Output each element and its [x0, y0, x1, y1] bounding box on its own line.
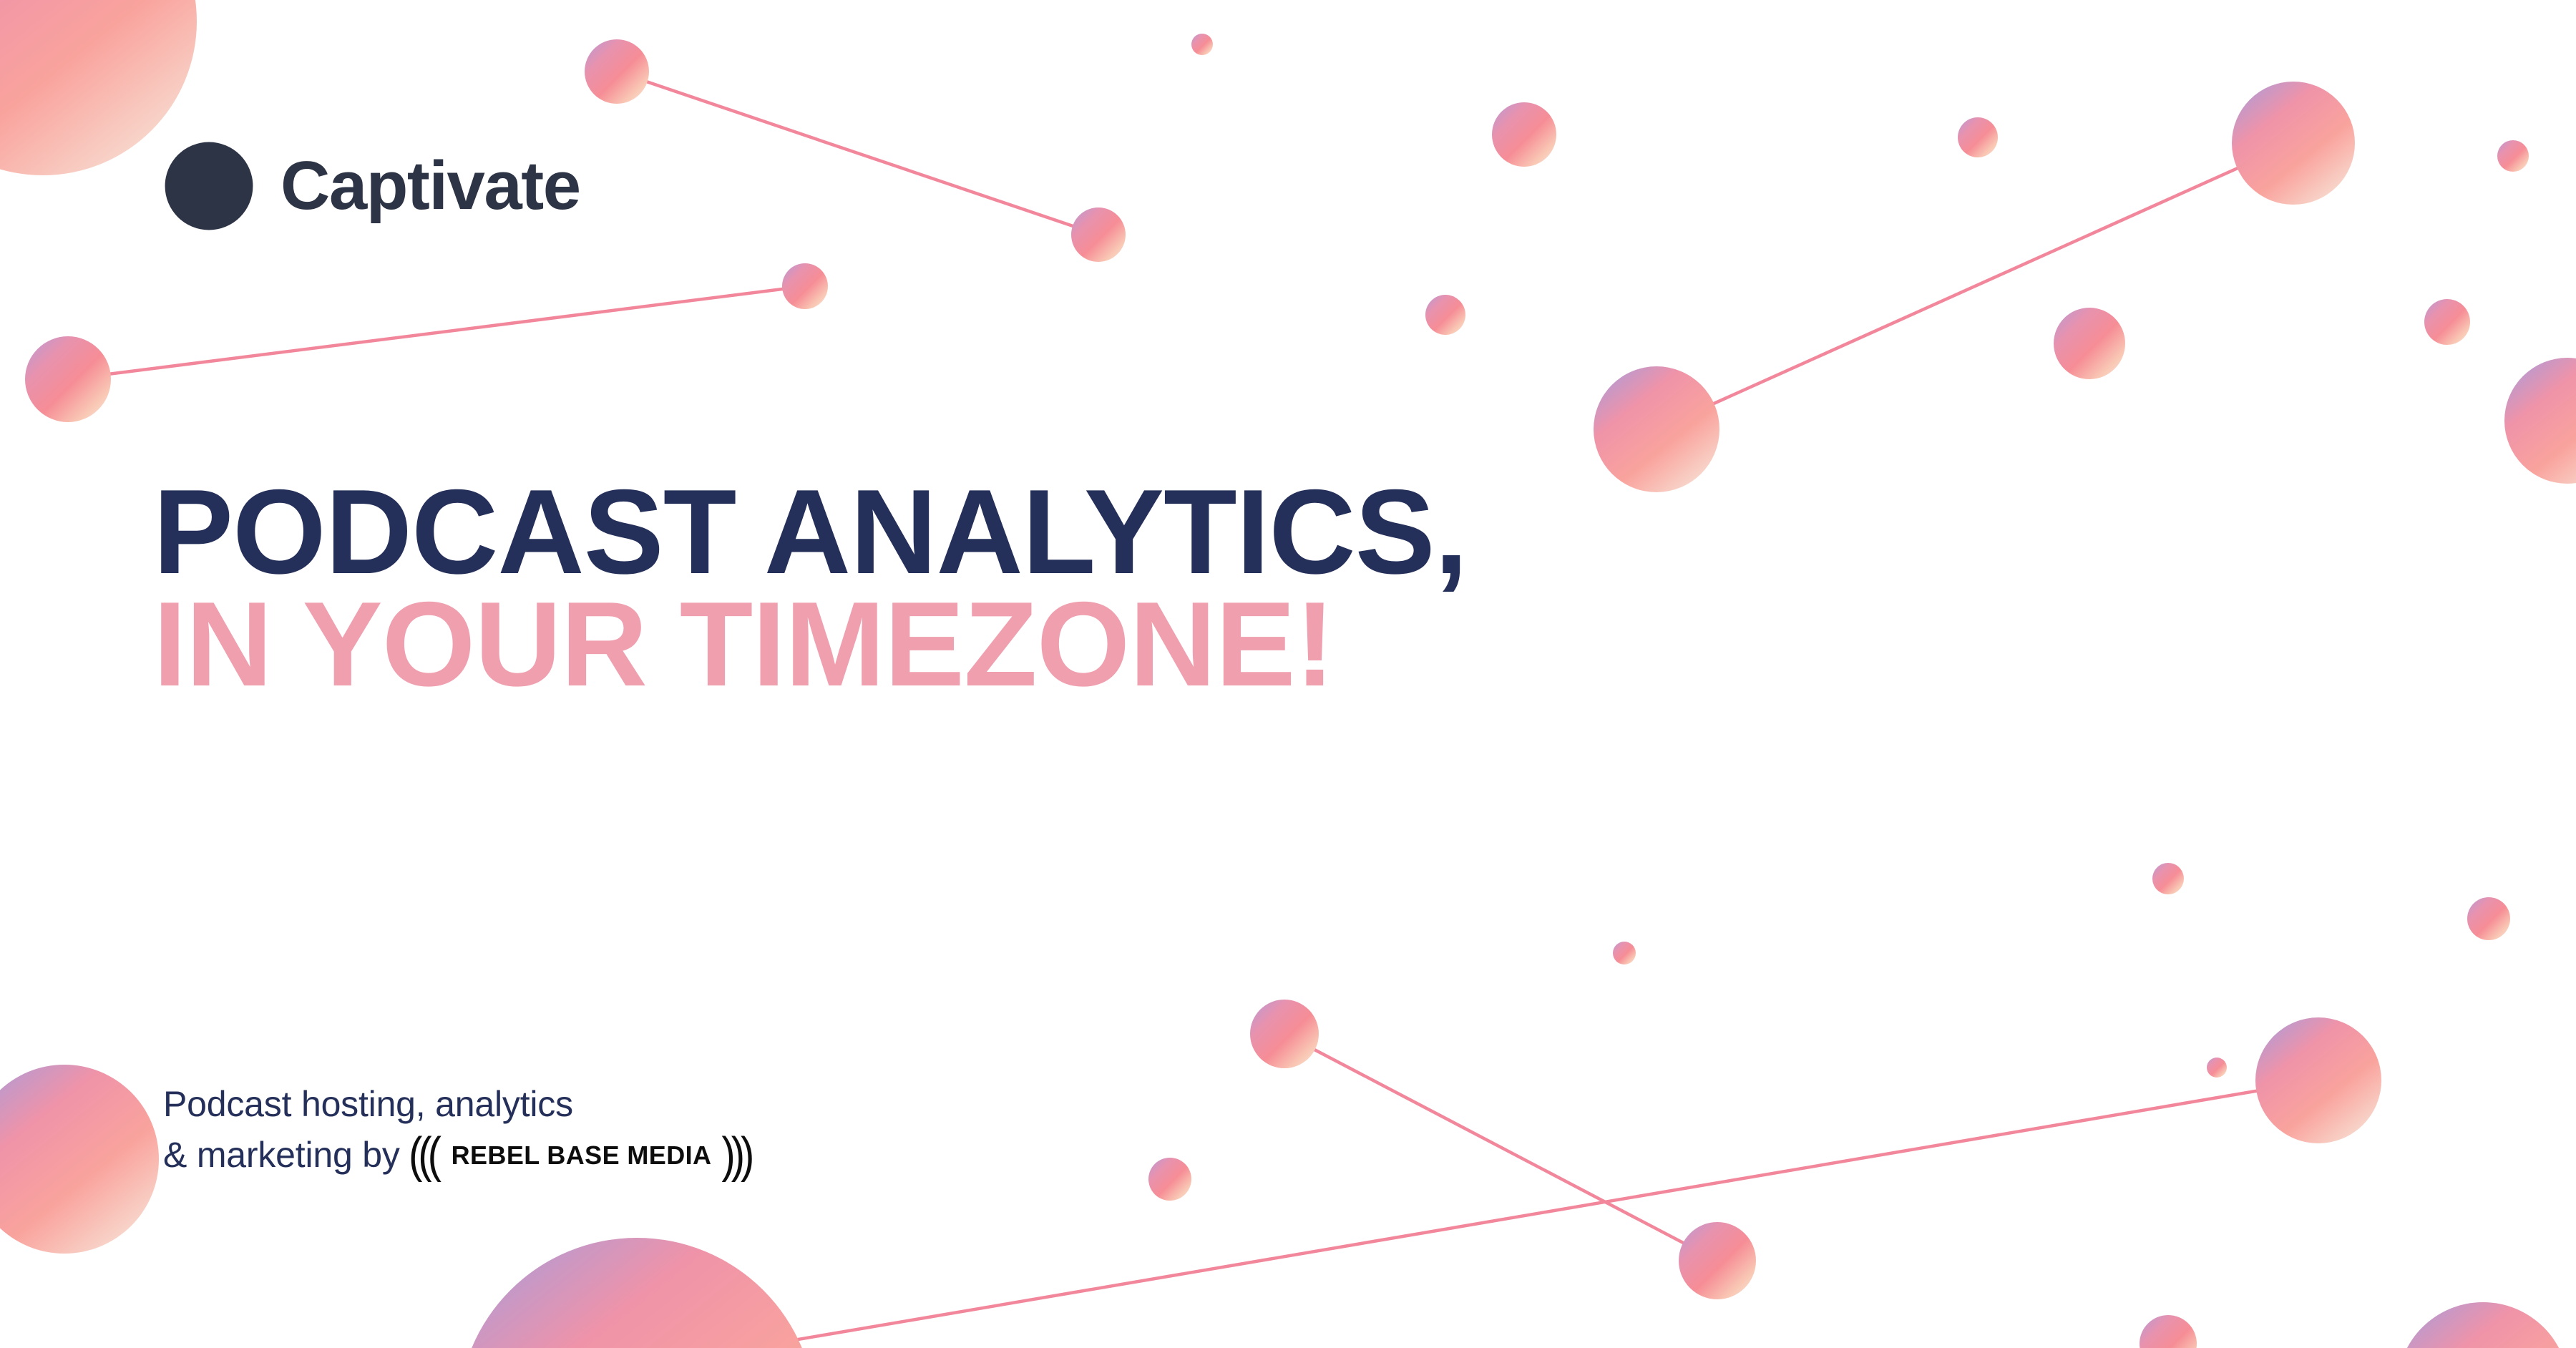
rbm-right-paren-icon: ))) — [721, 1127, 754, 1183]
captivate-concentric-rings-icon — [165, 142, 255, 230]
rbm-left-paren-icon: ))) — [412, 1127, 441, 1183]
headline-line-1: PODCAST ANALYTICS, — [153, 464, 1468, 600]
brand-wordmark: Captivate — [280, 147, 581, 224]
tagline-line-2-prefix: & marketing by — [163, 1135, 400, 1175]
tagline: Podcast hosting, analytics & marketing b… — [163, 1079, 755, 1183]
tagline-line-1: Podcast hosting, analytics — [163, 1084, 573, 1124]
rbm-name: REBEL BASE MEDIA — [451, 1140, 712, 1170]
page-title: PODCAST ANALYTICS, IN YOUR TIMEZONE! — [153, 464, 1468, 711]
tagline-row-2: & marketing by ))) REBEL BASE MEDIA ))) — [163, 1128, 755, 1183]
brand-lockup[interactable]: Captivate — [163, 140, 581, 232]
headline-line-2: IN YOUR TIMEZONE! — [153, 576, 1335, 711]
rebel-base-media-lockup[interactable]: ))) REBEL BASE MEDIA ))) — [413, 1128, 755, 1183]
tagline-row-1: Podcast hosting, analytics — [163, 1079, 750, 1130]
